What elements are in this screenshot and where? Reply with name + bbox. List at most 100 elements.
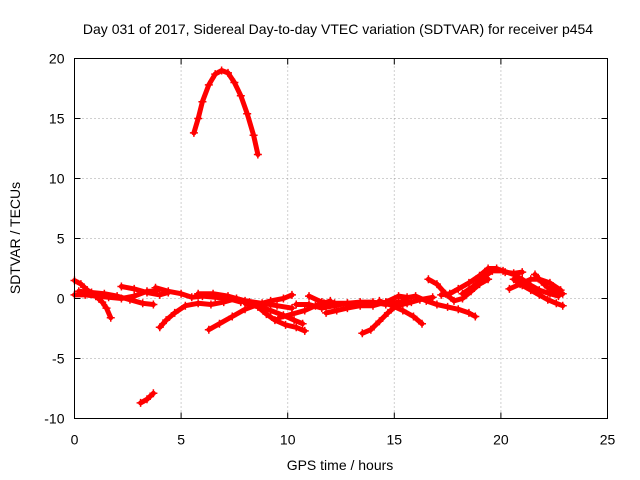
data-point	[552, 299, 561, 308]
data-point	[287, 310, 296, 319]
grid	[74, 58, 608, 419]
data-point	[279, 294, 288, 303]
data-point	[130, 284, 139, 293]
y-tick-label: 10	[49, 171, 65, 187]
data-point	[394, 292, 403, 301]
data-point	[488, 266, 497, 275]
data-point	[142, 395, 151, 404]
data-point	[558, 289, 567, 298]
data-point	[518, 281, 527, 290]
data-point	[298, 319, 307, 328]
data-point	[273, 301, 282, 310]
data-point	[388, 301, 397, 310]
data-point	[398, 306, 407, 315]
y-tick-label: 0	[57, 291, 65, 307]
data-point	[545, 278, 554, 287]
data-point	[437, 290, 446, 299]
data-point	[332, 306, 341, 315]
data-point	[266, 296, 275, 305]
data-point	[292, 323, 301, 332]
data-point	[552, 287, 561, 296]
data-point	[526, 286, 535, 295]
data-point	[170, 308, 179, 317]
data-point	[398, 294, 407, 303]
x-tick-label: 20	[493, 432, 509, 448]
data-point	[300, 306, 309, 315]
data-point	[206, 300, 215, 309]
data-point	[543, 283, 552, 292]
data-point	[125, 295, 134, 304]
data-point	[443, 302, 452, 311]
data-point	[177, 289, 186, 298]
data-point	[189, 128, 198, 137]
data-point	[535, 290, 544, 299]
data-point	[343, 304, 352, 313]
data-point	[449, 296, 458, 305]
data-point	[151, 283, 160, 292]
data-point	[117, 282, 126, 291]
data-point	[305, 300, 314, 309]
data-point	[76, 280, 85, 289]
data-point	[292, 300, 301, 309]
data-point	[142, 288, 151, 297]
data-point	[209, 289, 218, 298]
data-point	[537, 277, 546, 286]
y-tick-label: 5	[57, 231, 65, 247]
data-point	[383, 308, 392, 317]
data-point	[454, 284, 463, 293]
data-point	[149, 389, 158, 398]
data-point	[224, 68, 233, 77]
data-point	[74, 287, 83, 296]
data-point	[356, 301, 365, 310]
data-series	[70, 66, 567, 407]
data-point	[499, 266, 508, 275]
data-point	[194, 289, 203, 298]
data-point	[162, 316, 171, 325]
data-point	[432, 300, 441, 309]
x-tick-label: 25	[600, 432, 616, 448]
data-point	[358, 329, 367, 338]
data-point	[300, 326, 309, 335]
data-point	[543, 295, 552, 304]
data-point	[366, 325, 375, 334]
data-point	[531, 270, 540, 279]
data-point	[149, 300, 158, 309]
y-tick-label: 20	[49, 51, 65, 67]
data-point	[266, 306, 275, 315]
data-point	[113, 292, 122, 301]
data-point	[194, 114, 203, 123]
data-point	[249, 131, 258, 140]
x-tick-label: 5	[177, 432, 185, 448]
data-point	[275, 313, 284, 322]
data-point	[228, 312, 237, 321]
data-point	[181, 301, 190, 310]
data-point	[253, 150, 262, 159]
series-arc-high	[191, 68, 261, 157]
x-tick-label: 0	[71, 432, 79, 448]
data-point	[464, 278, 473, 287]
data-point	[469, 282, 478, 291]
data-point	[305, 292, 314, 301]
x-tick-label: 15	[387, 432, 403, 448]
data-point	[236, 91, 245, 100]
data-point	[322, 308, 331, 317]
data-point	[432, 280, 441, 289]
data-point	[505, 284, 514, 293]
data-point	[243, 109, 252, 118]
data-point	[422, 296, 431, 305]
y-tick-label: -10	[44, 411, 64, 427]
data-point	[471, 312, 480, 321]
data-point	[270, 316, 279, 325]
data-point	[479, 272, 488, 281]
data-point	[409, 312, 418, 321]
x-tick-label: 10	[280, 432, 296, 448]
data-point	[281, 320, 290, 329]
x-axis-label: GPS time / hours	[287, 457, 394, 473]
data-point	[204, 80, 213, 89]
data-point	[102, 304, 111, 313]
data-point	[464, 308, 473, 317]
y-tick-label: -5	[52, 351, 65, 367]
data-point	[204, 325, 213, 334]
data-point	[155, 290, 164, 299]
